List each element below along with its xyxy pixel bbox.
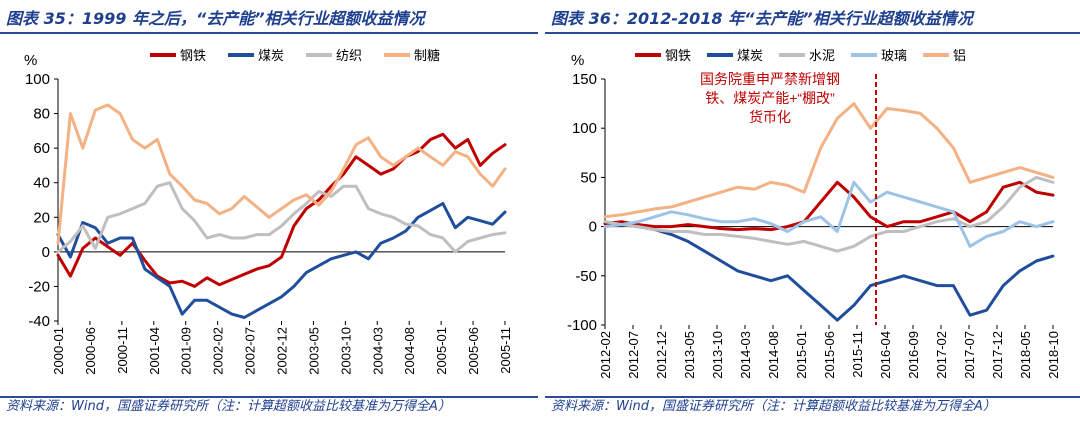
source-rule: [0, 396, 538, 398]
series-line-纺织: [56, 181, 507, 254]
x-tick-label: 2012-02: [598, 331, 613, 379]
annotation-text: 铁、煤炭产能+“棚改”: [705, 90, 835, 106]
series-line-钢铁: [603, 180, 1055, 232]
y-tick-label: 80: [33, 106, 50, 123]
x-tick-label: 2012-12: [654, 331, 669, 379]
x-tick-label: 2002-12: [275, 327, 290, 375]
y-tick-label: -40: [28, 313, 50, 330]
y-unit-label: %: [24, 52, 37, 69]
y-tick-label: 20: [33, 209, 50, 226]
legend-label: 铝: [953, 48, 966, 63]
x-tick-label: 2017-12: [990, 331, 1005, 379]
legend-label: 水泥: [809, 48, 835, 63]
source-note: 资料来源：Wind，国盛证券研究所（注：计算超额收益比较基准为万得全A）: [551, 399, 996, 414]
x-tick-label: 2015-11: [850, 331, 865, 378]
title-rule: [545, 32, 1080, 34]
annotation-text: 国务院重申严禁新增钢: [700, 71, 840, 87]
x-tick-label: 2004-03: [370, 327, 385, 375]
figure-title: 图表 35：1999 年之后，“去产能”相关行业超额收益情况: [6, 9, 425, 28]
x-tick-label: 2002-07: [243, 327, 258, 375]
y-tick-label: -50: [575, 268, 597, 285]
y-unit-label: %: [571, 52, 584, 69]
y-tick-label: -20: [28, 278, 50, 295]
x-tick-label: 2014-03: [738, 331, 753, 379]
x-tick-label: 2012-07: [626, 331, 641, 379]
series-line-钢铁: [56, 132, 507, 288]
legend-label: 钢铁: [665, 48, 691, 63]
figure-title: 图表 36：2012-2018 年“去产能”相关行业超额收益情况: [551, 9, 973, 28]
x-tick-label: 2003-05: [306, 327, 321, 375]
x-tick-label: 2001-09: [179, 327, 194, 375]
legend-label: 制糖: [414, 48, 440, 63]
x-tick-label: 2002-02: [211, 327, 226, 375]
x-tick-label: 2013-10: [710, 331, 725, 379]
legend-label: 煤炭: [258, 48, 284, 63]
x-tick-label: 2005-06: [466, 327, 481, 375]
x-tick-label: 2015-01: [794, 331, 809, 379]
series-line-煤炭: [56, 202, 507, 319]
x-tick-label: 2000-01: [51, 327, 66, 375]
y-tick-label: 150: [572, 71, 597, 88]
chart-panel-36: 图表 36：2012-2018 年“去产能”相关行业超额收益情况 % -100 -5…: [545, 0, 1080, 436]
chart-panel-35: 图表 35：1999 年之后，“去产能”相关行业超额收益情况 % -40 -20 0 2…: [0, 0, 538, 436]
series-line-煤炭: [603, 220, 1055, 322]
legend-label: 纺织: [336, 48, 362, 63]
x-tick-label: 2017-02: [934, 331, 949, 379]
title-rule: [0, 32, 538, 34]
series-line-铝: [603, 102, 1055, 219]
source-note: 资料来源：Wind，国盛证券研究所（注：计算超额收益比较基准为万得全A）: [6, 399, 451, 414]
series-line-制糖: [56, 103, 507, 245]
x-tick-label: 2018-10: [1046, 331, 1061, 379]
x-tick-label: 2004-08: [402, 327, 417, 375]
x-tick-label: 2001-04: [147, 327, 162, 375]
legend-label: 钢铁: [180, 48, 206, 63]
x-tick-label: 2000-06: [83, 327, 98, 375]
x-tick-label: 2018-05: [1018, 331, 1033, 379]
y-tick-label: 100: [25, 71, 50, 88]
series-line-水泥: [603, 175, 1055, 253]
series-line-玻璃: [603, 180, 1055, 248]
x-tick-label: 2015-06: [822, 331, 837, 379]
line-chart-36: % -100 -50 0 50 100 150 2012-02 2012-07 2012-12 20…: [567, 48, 1061, 379]
y-tick-label: 0: [42, 244, 50, 261]
legend-label: 煤炭: [737, 48, 763, 63]
y-tick-label: 0: [589, 219, 597, 236]
x-tick-label: 2005-11: [498, 327, 513, 374]
x-tick-label: 2017-07: [962, 331, 977, 379]
y-tick-label: 60: [33, 140, 50, 157]
source-rule: [545, 396, 1080, 398]
x-tick-label: 2000-11: [115, 327, 130, 374]
x-tick-label: 2005-01: [434, 327, 449, 375]
line-chart-35: % -40 -20 0 20 40 60 80 100 2000-01 2000-06 2000-11…: [24, 48, 513, 375]
x-tick-label: 2014-08: [766, 331, 781, 379]
annotation-text: 货币化: [749, 109, 791, 125]
x-tick-label: 2013-05: [682, 331, 697, 379]
x-tick-label: 2016-09: [906, 331, 921, 379]
legend-label: 玻璃: [881, 48, 907, 63]
x-tick-label: 2003-10: [338, 327, 353, 375]
y-tick-label: -100: [567, 317, 597, 334]
y-tick-label: 40: [33, 175, 50, 192]
x-tick-label: 2016-04: [878, 331, 893, 379]
y-tick-label: 100: [572, 120, 597, 137]
y-tick-label: 50: [580, 169, 597, 186]
